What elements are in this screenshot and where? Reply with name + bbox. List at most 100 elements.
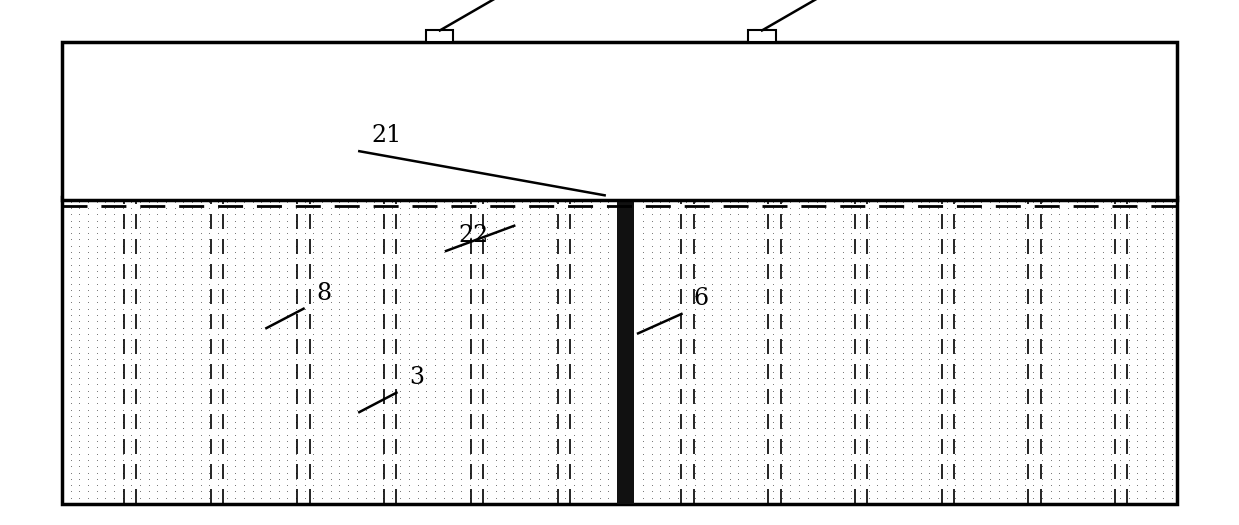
Point xyxy=(590,494,610,502)
Point xyxy=(859,254,878,262)
Point xyxy=(781,286,800,294)
Point xyxy=(69,355,89,363)
Point xyxy=(971,481,991,489)
Point xyxy=(694,223,714,231)
Point xyxy=(191,242,211,250)
Point xyxy=(789,361,809,370)
Point xyxy=(225,462,245,470)
Point xyxy=(252,317,271,326)
Point xyxy=(1093,368,1113,376)
Point xyxy=(347,216,367,225)
Point xyxy=(720,223,740,231)
Point xyxy=(633,361,653,370)
Point xyxy=(685,342,705,351)
Point xyxy=(1093,260,1113,269)
Point xyxy=(772,197,792,206)
Point xyxy=(737,210,757,218)
Point xyxy=(1015,418,1035,426)
Point xyxy=(824,248,844,256)
Point xyxy=(1127,368,1147,376)
Point xyxy=(191,349,211,357)
Point xyxy=(676,342,696,351)
Point xyxy=(1041,449,1061,458)
Point xyxy=(468,342,488,351)
Point xyxy=(165,267,185,275)
Point xyxy=(1084,304,1104,313)
Point xyxy=(572,349,592,357)
Point xyxy=(156,304,176,313)
Point xyxy=(494,242,514,250)
Point xyxy=(61,437,81,445)
Point xyxy=(945,229,965,237)
Point xyxy=(989,361,1009,370)
Point xyxy=(173,210,193,218)
Point xyxy=(225,368,245,376)
Point xyxy=(763,330,783,338)
Point xyxy=(139,279,159,288)
Point xyxy=(78,412,98,420)
Point xyxy=(737,197,757,206)
Point xyxy=(798,317,818,326)
Point xyxy=(772,468,792,477)
Point xyxy=(807,374,826,382)
Point xyxy=(1058,418,1078,426)
Point xyxy=(1015,386,1035,395)
Point xyxy=(1101,355,1121,363)
Point xyxy=(460,197,479,206)
Point xyxy=(1145,254,1165,262)
Point xyxy=(286,449,306,458)
Point xyxy=(460,273,479,281)
Point xyxy=(1049,216,1069,225)
Point xyxy=(425,204,445,212)
Point xyxy=(1075,481,1095,489)
Point xyxy=(1058,481,1078,489)
Point xyxy=(1006,223,1026,231)
Point xyxy=(1119,279,1139,288)
Point xyxy=(633,481,653,489)
Point xyxy=(269,430,289,439)
Point xyxy=(295,229,315,237)
Point xyxy=(1032,235,1052,244)
Point xyxy=(902,216,922,225)
Point xyxy=(182,273,202,281)
Point xyxy=(676,242,696,250)
Point xyxy=(442,437,462,445)
Point xyxy=(824,242,844,250)
Point xyxy=(442,286,462,294)
Point xyxy=(347,456,367,464)
Point xyxy=(356,468,375,477)
Point xyxy=(182,216,202,225)
Point xyxy=(564,430,584,439)
Point xyxy=(1154,292,1173,300)
Point xyxy=(590,349,610,357)
Point xyxy=(408,260,427,269)
Point xyxy=(252,449,271,458)
Point xyxy=(494,254,514,262)
Point xyxy=(494,349,514,357)
Point xyxy=(338,210,358,218)
Point xyxy=(494,380,514,388)
Point xyxy=(711,386,731,395)
Point xyxy=(867,210,887,218)
Point xyxy=(685,380,705,388)
Point xyxy=(1006,386,1026,395)
Point xyxy=(694,437,714,445)
Point xyxy=(1162,223,1182,231)
Point xyxy=(703,279,722,288)
Point xyxy=(928,292,948,300)
Point xyxy=(425,349,445,357)
Point xyxy=(61,279,81,288)
Point xyxy=(347,405,367,414)
Point xyxy=(182,223,202,231)
Point xyxy=(694,487,714,496)
Point xyxy=(494,405,514,414)
Point xyxy=(902,393,922,401)
Point xyxy=(199,286,219,294)
Point xyxy=(1110,361,1130,370)
Point xyxy=(1015,355,1035,363)
Point xyxy=(529,242,549,250)
Point xyxy=(304,204,323,212)
Point xyxy=(278,210,297,218)
Point xyxy=(1145,279,1165,288)
Point xyxy=(676,456,696,464)
